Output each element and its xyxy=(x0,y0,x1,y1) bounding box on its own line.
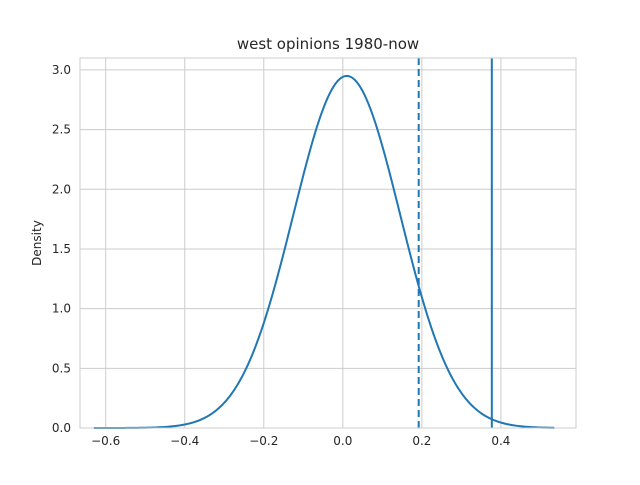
x-tick-label: −0.2 xyxy=(249,434,278,448)
series-group xyxy=(93,74,555,429)
grid-lines xyxy=(80,58,576,429)
y-tick-label: 2.0 xyxy=(52,182,71,196)
y-axis-label: Density xyxy=(30,220,44,266)
plot-frame xyxy=(79,57,577,429)
y-tick-label: 1.5 xyxy=(52,242,71,256)
reference-lines xyxy=(417,58,493,428)
x-tick-label: −0.4 xyxy=(170,434,199,448)
chart-title: west opinions 1980-now xyxy=(237,35,419,53)
x-tick-label: −0.6 xyxy=(91,434,120,448)
y-tick-labels: 0.0 0.5 1.0 1.5 2.0 2.5 3.0 xyxy=(52,63,71,435)
x-tick-label: 0.2 xyxy=(412,434,431,448)
y-tick-label: 3.0 xyxy=(52,63,71,77)
x-tick-label: 0.4 xyxy=(491,434,510,448)
x-tick-label: 0.0 xyxy=(333,434,352,448)
y-tick-label: 1.0 xyxy=(52,302,71,316)
plot-background xyxy=(80,58,576,428)
y-tick-label: 0.0 xyxy=(52,421,71,435)
y-tick-label: 0.5 xyxy=(52,361,71,375)
y-tick-label: 2.5 xyxy=(52,123,71,137)
density-curve xyxy=(93,74,555,429)
x-tick-labels: −0.6 −0.4 −0.2 0.0 0.2 0.4 xyxy=(91,434,510,448)
